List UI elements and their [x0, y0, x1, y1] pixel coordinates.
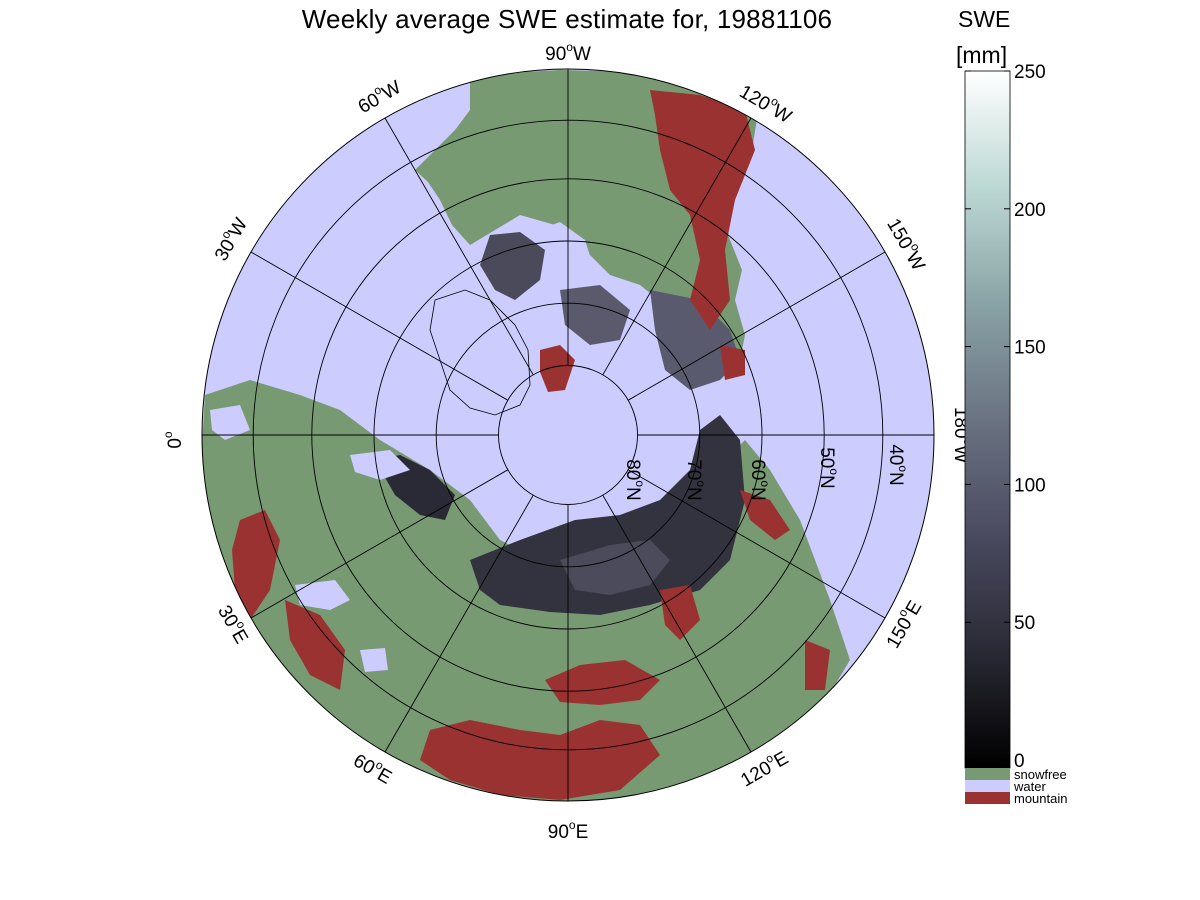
latitude-labels: 80oN 70oN 60oN 50oN 40oN: [622, 444, 910, 501]
mountain-areas: [232, 90, 830, 800]
colorbar-tick-label: 200: [1014, 200, 1046, 221]
latitude-label: 70oN: [683, 459, 708, 501]
longitude-label: 30oW: [208, 213, 252, 265]
map-title: Weekly average SWE estimate for, 1988110…: [301, 4, 833, 34]
longitude-label: 90oE: [548, 818, 589, 843]
colorbar-tick-label: 250: [1014, 62, 1046, 83]
latitude-label: 40oN: [885, 444, 910, 486]
category-label-snowfree: snowfree: [1014, 767, 1067, 782]
colorbar-tick-label: 0: [1014, 751, 1025, 772]
arctic-islands: [480, 232, 545, 300]
category-swatch-water: [965, 780, 1010, 792]
land-layer: [202, 70, 850, 801]
meridian-line: [250, 251, 509, 401]
category-swatch-mountain: [965, 792, 1010, 804]
colorbar-tick-label: 50: [1014, 613, 1035, 634]
colorbar-title-line1: SWE: [958, 6, 1010, 32]
colorbar-tick-label: 150: [1014, 338, 1046, 359]
colorbar-ticks: 250 200 150 100 50 0: [965, 62, 1046, 772]
meridian-line: [602, 117, 752, 376]
colorbar-tick-label: 100: [1014, 475, 1046, 496]
colorbar-title-line2: [mm]: [956, 42, 1007, 68]
meridian-line: [384, 117, 534, 376]
meridian-line: [250, 469, 509, 619]
meridian-line: [627, 469, 886, 619]
graticule: [202, 69, 934, 801]
colorbar: SWE [mm] 250 200 150 100 50 0 snowfreewatermo…: [956, 6, 1067, 806]
arctic-islands-2: [560, 285, 630, 345]
latitude-label: 80oN: [622, 459, 647, 501]
category-label-mountain: mountain: [1014, 791, 1067, 806]
longitude-label: 90oW: [545, 40, 591, 65]
siberia-snow-light: [560, 540, 670, 595]
map-boundary: [201, 68, 935, 802]
inland-water: [210, 405, 540, 672]
meridian-line: [602, 494, 752, 753]
latitude-label: 60oN: [747, 459, 772, 501]
siberia-snow: [470, 415, 745, 615]
colorbar-gradient: [964, 70, 1011, 769]
alaska-snow: [650, 290, 740, 390]
longitude-label: 0o: [161, 431, 186, 449]
latitude-label: 50oN: [816, 447, 841, 489]
meridian-line: [627, 251, 886, 401]
category-label-water: water: [1013, 779, 1046, 794]
polar-map: [201, 68, 935, 802]
category-swatch-snowfree: [965, 768, 1010, 780]
meridian-line: [384, 494, 534, 753]
